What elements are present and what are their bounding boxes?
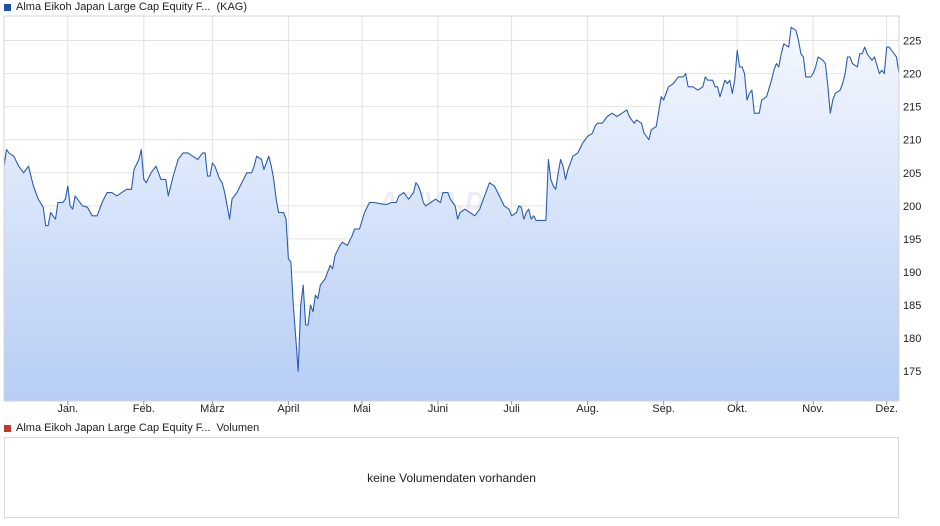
y-tick-label: 180 [903, 333, 921, 345]
volume-panel: keine Volumendaten vorhanden [4, 437, 899, 518]
volume-series-suffix: Volumen [216, 422, 260, 434]
x-tick-label: März [200, 403, 224, 415]
x-tick-label: Nov. [802, 403, 824, 415]
y-tick-label: 190 [903, 267, 921, 279]
x-tick-label: Sep. [652, 403, 675, 415]
price-line-layer [3, 26, 900, 372]
x-tick-label: Aug. [576, 403, 599, 415]
x-tick-label: Juli [503, 403, 520, 415]
x-tick-label: Dez. [875, 403, 898, 415]
y-tick-label: 225 [903, 36, 921, 48]
y-tick-label: 220 [903, 69, 921, 81]
x-tick-label: Jan. [57, 403, 78, 415]
y-tick-label: 205 [903, 168, 921, 180]
watermark-logo: ARIVA.DE [378, 186, 502, 216]
price-series-name: Alma Eikoh Japan Large Cap Equity F... [16, 1, 211, 13]
x-tick-label: Juni [428, 403, 448, 415]
x-tick-label: April [277, 403, 299, 415]
price-area [4, 27, 899, 401]
price-area-layer [4, 27, 899, 401]
price-series-suffix: (KAG) [216, 1, 248, 13]
price-legend: Alma Eikoh Japan Large Cap Equity F... (… [4, 0, 247, 14]
volume-empty-message: keine Volumendaten vorhanden [367, 470, 536, 485]
y-tick-label: 200 [903, 201, 921, 213]
y-tick-label: 195 [903, 234, 921, 246]
price-chart: ARIVA.DE 175 180 185 190 195 200 205 210 215 220 2… [3, 15, 921, 415]
x-tick-label: Feb. [133, 403, 155, 415]
y-tick-label: 175 [903, 366, 921, 378]
volume-legend: Alma Eikoh Japan Large Cap Equity F... V… [4, 421, 259, 435]
x-axis-ticks: Jan. Feb. März April Mai Juni Juli Aug. Sep. Okt.… [57, 401, 898, 415]
plot-frame [3, 15, 900, 402]
y-tick-label: 210 [903, 135, 921, 147]
x-tick-label: Mai [353, 403, 371, 415]
x-tick-label: Okt. [727, 403, 747, 415]
volume-series-name: Alma Eikoh Japan Large Cap Equity F... [16, 422, 211, 434]
y-axis-ticks: 175 180 185 190 195 200 205 210 215 220 225 [903, 36, 921, 379]
price-series-swatch [4, 3, 11, 11]
y-tick-label: 185 [903, 300, 921, 312]
volume-series-swatch [4, 424, 11, 432]
price-line [3, 26, 900, 372]
y-tick-label: 215 [903, 102, 921, 114]
